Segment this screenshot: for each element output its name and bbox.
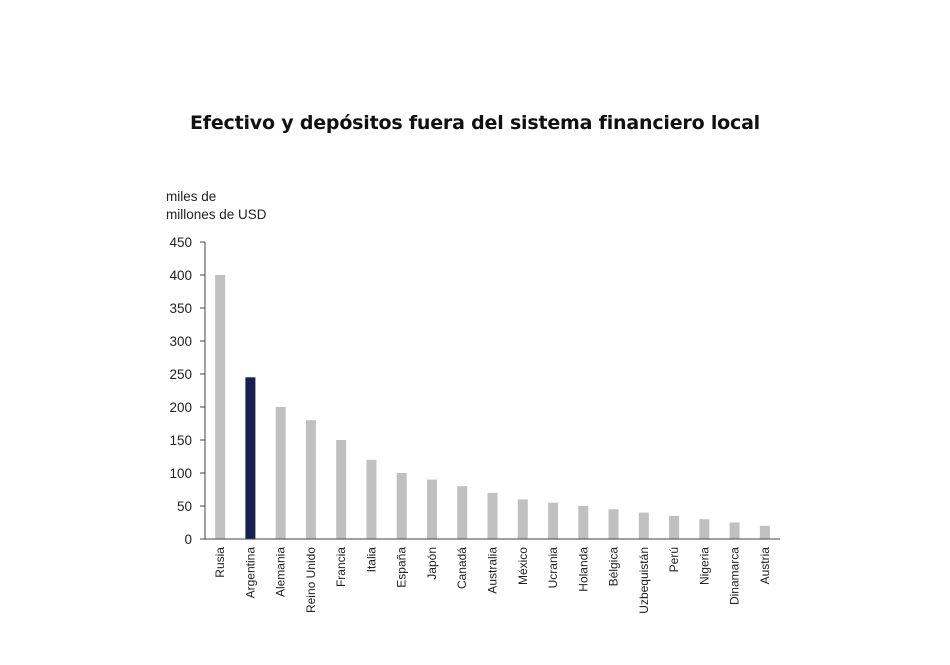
y-axis-label-line-1: miles de (166, 189, 217, 204)
y-tick-label: 450 (169, 235, 192, 250)
bar-italia (366, 459, 377, 539)
bar-austria (759, 525, 770, 539)
chart-title: Efectivo y depósitos fuera del sistema f… (189, 112, 760, 134)
y-axis-label: miles de millones de USD (166, 188, 267, 224)
y-axis-label-line-2: millones de USD (166, 207, 267, 222)
bar-canadá (457, 486, 468, 539)
y-tick-label: 50 (177, 499, 192, 514)
x-tick-label: Italia (364, 547, 378, 573)
y-tick-label: 200 (169, 400, 192, 415)
x-tick-label: Australia (486, 547, 500, 594)
bar-ucrania (548, 502, 559, 539)
y-tick-label: 300 (169, 334, 192, 349)
bar-nigeria (699, 519, 710, 539)
y-tick-label: 250 (169, 367, 192, 382)
y-tick-label: 150 (169, 433, 192, 448)
x-tick-label: Perú (667, 547, 681, 572)
bar-alemania (275, 407, 286, 539)
bar-japón (426, 479, 437, 539)
x-tick-label: Ucrania (546, 547, 560, 589)
bar-bélgica (608, 509, 619, 539)
y-tick-label: 350 (169, 301, 192, 316)
x-tick-label: Bélgica (607, 547, 621, 587)
bar-argentina (245, 377, 256, 539)
x-axis-labels: Rusia Argentina Alemania Reino Unido Francia… (213, 547, 772, 614)
y-tick-label: 400 (169, 268, 192, 283)
bar-españa (396, 473, 407, 539)
y-tick-label: 0 (184, 532, 192, 547)
x-tick-label: México (516, 547, 530, 585)
y-axis-ticks: 0 50 100 150 200 250 300 350 400 450 (169, 235, 205, 547)
bar-perú (669, 515, 680, 539)
bar-australia (487, 492, 498, 539)
x-tick-label: Francia (334, 547, 348, 587)
bar-holanda (578, 506, 589, 539)
x-tick-label: Uzbequistán (637, 547, 651, 614)
bar-reino-unido (305, 420, 316, 539)
x-tick-label: Japón (425, 547, 439, 580)
x-tick-label: Rusia (213, 547, 227, 578)
bar-uzbequistán (638, 512, 649, 539)
bar-méxico (517, 499, 528, 539)
axes (204, 242, 780, 540)
x-tick-label: Holanda (576, 547, 590, 592)
bar-francia (336, 440, 347, 539)
x-tick-label: Argentina (243, 547, 257, 599)
x-tick-label: Canadá (455, 547, 469, 589)
bars (215, 275, 770, 539)
bar-rusia (215, 275, 226, 539)
x-tick-label: España (395, 547, 409, 588)
x-tick-label: Nigeria (697, 547, 711, 585)
y-tick-label: 100 (169, 466, 192, 481)
x-tick-label: Austria (758, 547, 772, 585)
x-tick-label: Alemania (274, 547, 288, 597)
bar-dinamarca (729, 522, 740, 539)
x-tick-label: Reino Unido (304, 547, 318, 613)
x-tick-label: Dinamarca (728, 547, 742, 605)
